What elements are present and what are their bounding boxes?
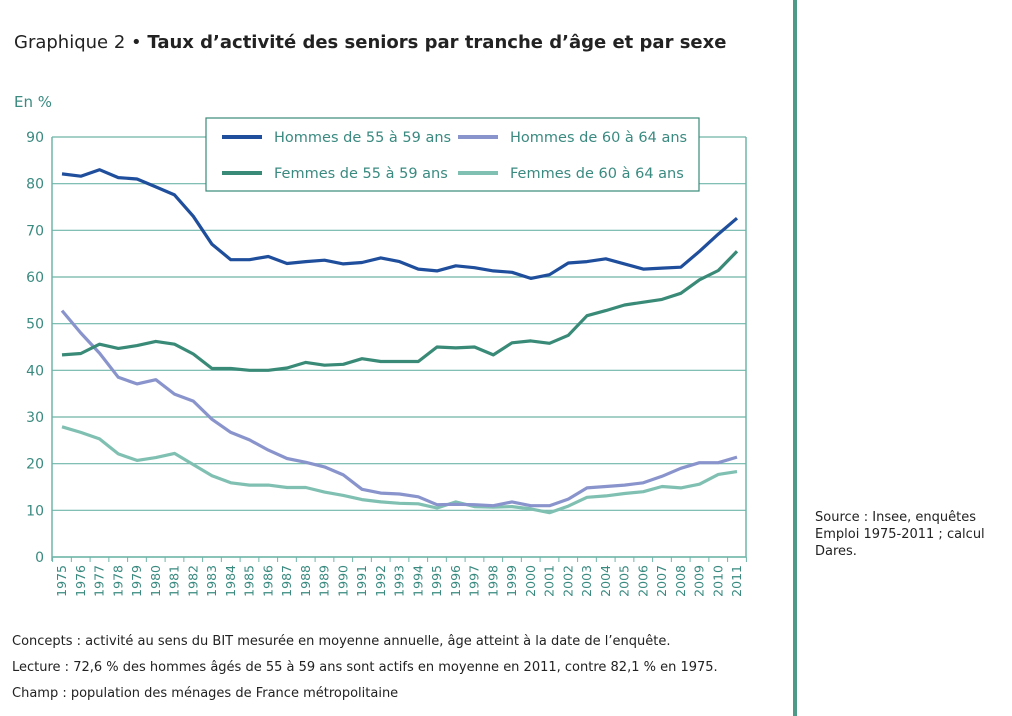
x-tick-label: 1981: [167, 565, 182, 597]
x-tick-label: 2006: [635, 565, 650, 597]
note-concepts: Concepts : activité au sens du BIT mesur…: [12, 634, 671, 649]
x-tick-label: 1987: [279, 565, 294, 597]
legend-label: Hommes de 55 à 59 ans: [274, 130, 451, 146]
x-tick-label: 2002: [560, 565, 575, 597]
legend-label: Femmes de 55 à 59 ans: [274, 166, 448, 182]
notes: Concepts : activité au sens du BIT mesur…: [12, 629, 718, 707]
y-tick-label: 90: [26, 130, 44, 146]
x-tick-label: 2011: [729, 565, 744, 597]
series-line-1: [60, 309, 738, 508]
x-tick-label: 1989: [317, 565, 332, 597]
y-tick-label: 60: [26, 270, 44, 286]
series-line-3: [61, 425, 738, 515]
x-tick-label: 2010: [710, 565, 725, 597]
x-tick-label: 2001: [542, 565, 557, 597]
chart-title: Graphique 2 • Taux d’activité des senior…: [14, 32, 727, 53]
x-tick-label: 1986: [260, 565, 275, 597]
x-tick-label: 1991: [354, 565, 369, 597]
legend-label: Hommes de 60 à 64 ans: [510, 130, 687, 146]
x-tick-label: 1984: [223, 565, 238, 597]
series-line-2: [61, 250, 739, 372]
x-tick-label: 1982: [185, 565, 200, 597]
x-tick-label: 1990: [335, 565, 350, 597]
y-tick-label: 30: [26, 410, 44, 426]
x-tick-label: 1980: [148, 565, 163, 597]
x-tick-label: 2005: [617, 565, 632, 597]
y-axis-label: En %: [14, 93, 53, 111]
note-champ: Champ : population des ménages de France…: [12, 686, 399, 701]
x-tick-label: 1983: [204, 565, 219, 597]
x-tick-label: 1993: [392, 565, 407, 597]
x-tick-label: 1996: [448, 565, 463, 597]
title-prefix: Graphique 2: [14, 32, 126, 53]
x-tick-label: 1999: [504, 565, 519, 597]
y-tick-label: 10: [26, 503, 44, 519]
legend-box: [205, 117, 700, 192]
x-tick-label: 1995: [429, 565, 444, 597]
line-chart: 0 10 20 30 40 50 60 70 80 90 1975 1976 1977 1978 1979 1…: [26, 117, 747, 597]
x-tick-label: 1994: [410, 565, 425, 597]
x-tick-label: 1998: [485, 565, 500, 597]
page-divider: [793, 0, 797, 716]
x-tick-label: 2000: [523, 565, 538, 597]
y-tick-label: 80: [26, 177, 44, 193]
y-tick-label: 20: [26, 457, 44, 473]
source-note: Source : Insee, enquêtes Emploi 1975-201…: [815, 510, 985, 559]
y-tick-label: 50: [26, 317, 44, 333]
legend-label: Femmes de 60 à 64 ans: [510, 166, 684, 182]
x-tick-label: 1977: [92, 565, 107, 597]
x-tick-label: 1992: [373, 565, 388, 597]
series-line-0: [61, 168, 739, 280]
y-tick-label: 70: [26, 223, 44, 239]
x-tick-label: 2008: [673, 565, 688, 597]
x-tick-label: 1985: [242, 565, 257, 597]
x-tick-label: 2004: [598, 565, 613, 597]
x-tick-label: 1979: [129, 565, 144, 597]
x-tick-label: 1976: [73, 565, 88, 597]
x-tick-label: 1997: [467, 565, 482, 597]
x-tick-label: 2003: [579, 565, 594, 597]
x-tick-label: 2007: [654, 565, 669, 597]
x-tick-label: 1988: [298, 565, 313, 597]
x-tick-label: 1975: [54, 565, 69, 597]
title-main: Taux d’activité des seniors par tranche …: [147, 32, 727, 53]
note-lecture: Lecture : 72,6 % des hommes âgés de 55 à…: [12, 660, 718, 675]
x-tick-label: 2009: [692, 565, 707, 597]
y-tick-label: 40: [26, 363, 44, 379]
y-tick-label: 0: [35, 550, 44, 566]
x-tick-label: 1978: [110, 565, 125, 597]
